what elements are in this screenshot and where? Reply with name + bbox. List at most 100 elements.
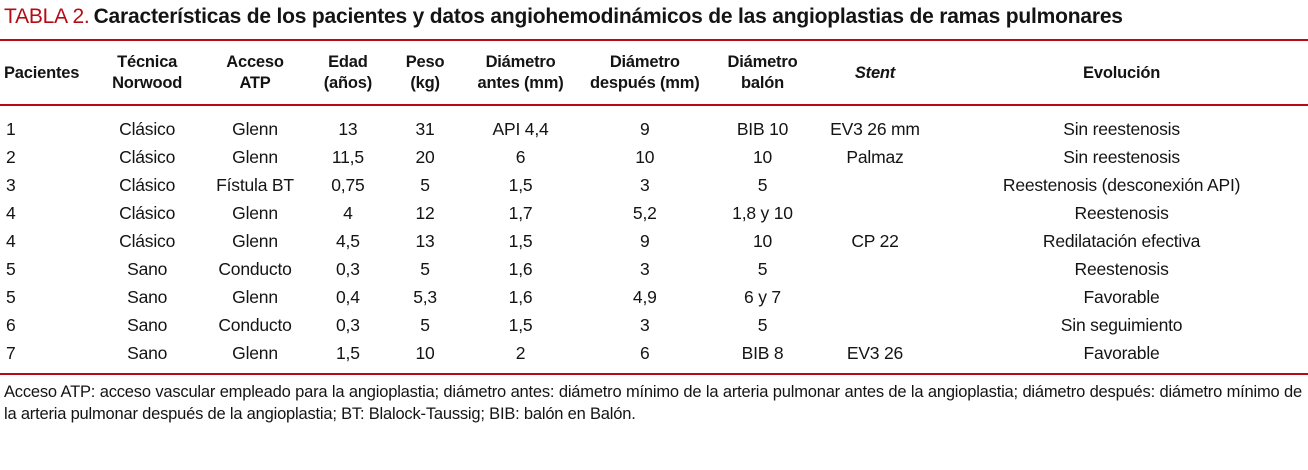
cell-acceso-atp: Glenn	[232, 146, 278, 167]
table-row: 4 Clásico Glenn 4,5 13 1,5 9 10 CP 22 Redilatació…	[0, 227, 1308, 255]
cell-pacientes: 1	[6, 118, 16, 139]
cell-tecnica-norwood: Sano	[127, 286, 168, 307]
cell-diametro-balon: 10	[752, 146, 773, 167]
cell-acceso-atp: Glenn	[232, 118, 278, 139]
cell-pacientes: 3	[6, 174, 16, 195]
cell-peso: 31	[415, 118, 435, 139]
column-header-acceso-atp: Acceso ATP	[202, 41, 308, 106]
cell-edad: 0,75	[331, 174, 365, 195]
cell-diametro-despues: 5,2	[632, 202, 657, 223]
cell-edad: 0,3	[336, 258, 360, 279]
cell-tecnica-norwood: Clásico	[119, 146, 176, 167]
column-header-diametro-balon: Diámetro balón	[710, 41, 815, 106]
title-divider	[0, 39, 1308, 41]
column-header-diametro-antes: Diámetro antes (mm)	[461, 41, 580, 106]
cell-tecnica-norwood: Clásico	[119, 202, 176, 223]
cell-acceso-atp: Glenn	[232, 286, 278, 307]
cell-diametro-despues: 10	[635, 146, 655, 167]
column-header-edad: Edad (años)	[307, 41, 389, 106]
cell-pacientes: 6	[6, 314, 16, 335]
cell-diametro-balon: 5	[757, 258, 768, 279]
cell-peso: 12	[415, 202, 435, 223]
cell-diametro-antes: 1,7	[508, 202, 533, 223]
cell-diametro-antes: 1,5	[508, 314, 533, 335]
cell-diametro-antes: 2	[515, 342, 526, 363]
cell-diametro-balon: BIB 8	[741, 342, 784, 363]
cell-diametro-antes: API 4,4	[492, 118, 549, 139]
cell-peso: 10	[415, 342, 435, 363]
cell-edad: 4	[343, 202, 353, 223]
cell-evolucion: Reestenosis	[1074, 202, 1169, 223]
cell-diametro-despues: 9	[640, 118, 650, 139]
cell-diametro-balon: 1,8 y 10	[732, 202, 793, 223]
cell-evolucion: Favorable	[1083, 342, 1160, 363]
column-header-evolucion: Evolución	[935, 41, 1308, 106]
table-body: 1 Clásico Glenn 13 31 API 4,4 9 BIB 10 EV3 26 mm…	[0, 105, 1308, 374]
cell-peso: 5	[420, 314, 430, 335]
table-row: 4 Clásico Glenn 4 12 1,7 5,2 1,8 y 10 Reestenosi…	[0, 199, 1308, 227]
cell-evolucion: Sin seguimiento	[1060, 314, 1183, 335]
cell-diametro-despues: 6	[640, 342, 650, 363]
cell-diametro-antes: 1,6	[508, 286, 533, 307]
cell-tecnica-norwood: Sano	[127, 314, 168, 335]
cell-evolucion: Redilatación efectiva	[1042, 230, 1201, 251]
column-header-stent: Stent	[814, 41, 936, 106]
cell-edad: 0,3	[336, 314, 360, 335]
cell-stent	[815, 171, 935, 199]
cell-diametro-balon: BIB 10	[736, 118, 789, 139]
column-header-peso: Peso (kg)	[388, 41, 462, 106]
cell-stent: EV3 26	[846, 342, 904, 363]
cell-tecnica-norwood: Clásico	[119, 230, 176, 251]
cell-diametro-antes: 1,5	[508, 230, 533, 251]
cell-stent	[815, 311, 935, 339]
cell-tecnica-norwood: Sano	[127, 258, 168, 279]
cell-stent: CP 22	[851, 230, 899, 251]
table-row: 2 Clásico Glenn 11,5 20 6 10 10 Palmaz Sin reeste…	[0, 143, 1308, 171]
cell-tecnica-norwood: Sano	[127, 342, 168, 363]
table-figure: TABLA 2. Características de los pacientes…	[0, 3, 1308, 423]
cell-diametro-antes: 1,6	[508, 258, 533, 279]
cell-evolucion: Favorable	[1083, 286, 1160, 307]
cell-diametro-antes: 1,5	[508, 174, 533, 195]
cell-tecnica-norwood: Clásico	[119, 174, 176, 195]
cell-acceso-atp: Conducto	[218, 258, 292, 279]
cell-stent	[815, 283, 935, 311]
cell-peso: 13	[415, 230, 435, 251]
cell-acceso-atp: Glenn	[232, 230, 278, 251]
cell-acceso-atp: Glenn	[232, 202, 278, 223]
table-title: TABLA 2. Características de los pacientes…	[4, 3, 1219, 31]
cell-edad: 13	[338, 118, 358, 139]
table-number-label: TABLA 2.	[4, 5, 90, 28]
column-header-pacientes: Pacientes	[0, 41, 92, 106]
cell-peso: 5	[420, 258, 430, 279]
cell-pacientes: 5	[6, 286, 16, 307]
table-row: 7 Sano Glenn 1,5 10 2 6 BIB 8 EV3 26 Favorable	[0, 339, 1308, 374]
cell-acceso-atp: Glenn	[232, 342, 278, 363]
cell-stent	[815, 255, 935, 283]
cell-stent: Palmaz	[846, 146, 904, 167]
cell-diametro-antes: 6	[515, 146, 526, 167]
cell-acceso-atp: Conducto	[218, 314, 292, 335]
cell-pacientes: 4	[6, 202, 16, 223]
cell-diametro-despues: 9	[640, 230, 650, 251]
cell-pacientes: 4	[6, 230, 16, 251]
table-row: 5 Sano Glenn 0,4 5,3 1,6 4,9 6 y 7 Favorable	[0, 283, 1308, 311]
cell-edad: 0,4	[336, 286, 360, 307]
table-footnote: Acceso ATP: acceso vascular empleado par…	[4, 383, 1302, 423]
column-header-tecnica-norwood: Técnica Norwood	[91, 41, 203, 106]
cell-pacientes: 5	[6, 258, 16, 279]
table-title-text: Características de los pacientes y datos…	[93, 5, 1123, 28]
header-row: Pacientes Técnica Norwood Acceso ATP Edad (año…	[0, 41, 1308, 106]
cell-pacientes: 7	[6, 342, 16, 363]
cell-peso: 20	[415, 146, 435, 167]
cell-edad: 4,5	[336, 230, 360, 251]
cell-acceso-atp: Fístula BT	[216, 174, 294, 195]
cell-evolucion: Reestenosis (desconexión API)	[1002, 174, 1241, 195]
table-row: 3 Clásico Fístula BT 0,75 5 1,5 3 5 Reestenosis …	[0, 171, 1308, 199]
column-header-diametro-despues: Diámetro después (mm)	[579, 41, 711, 106]
cell-evolucion: Sin reestenosis	[1063, 118, 1180, 139]
cell-diametro-balon: 5	[757, 314, 768, 335]
table-row: 5 Sano Conducto 0,3 5 1,6 3 5 Reestenosis	[0, 255, 1308, 283]
cell-diametro-balon: 6 y 7	[744, 286, 781, 307]
cell-stent	[815, 199, 935, 227]
